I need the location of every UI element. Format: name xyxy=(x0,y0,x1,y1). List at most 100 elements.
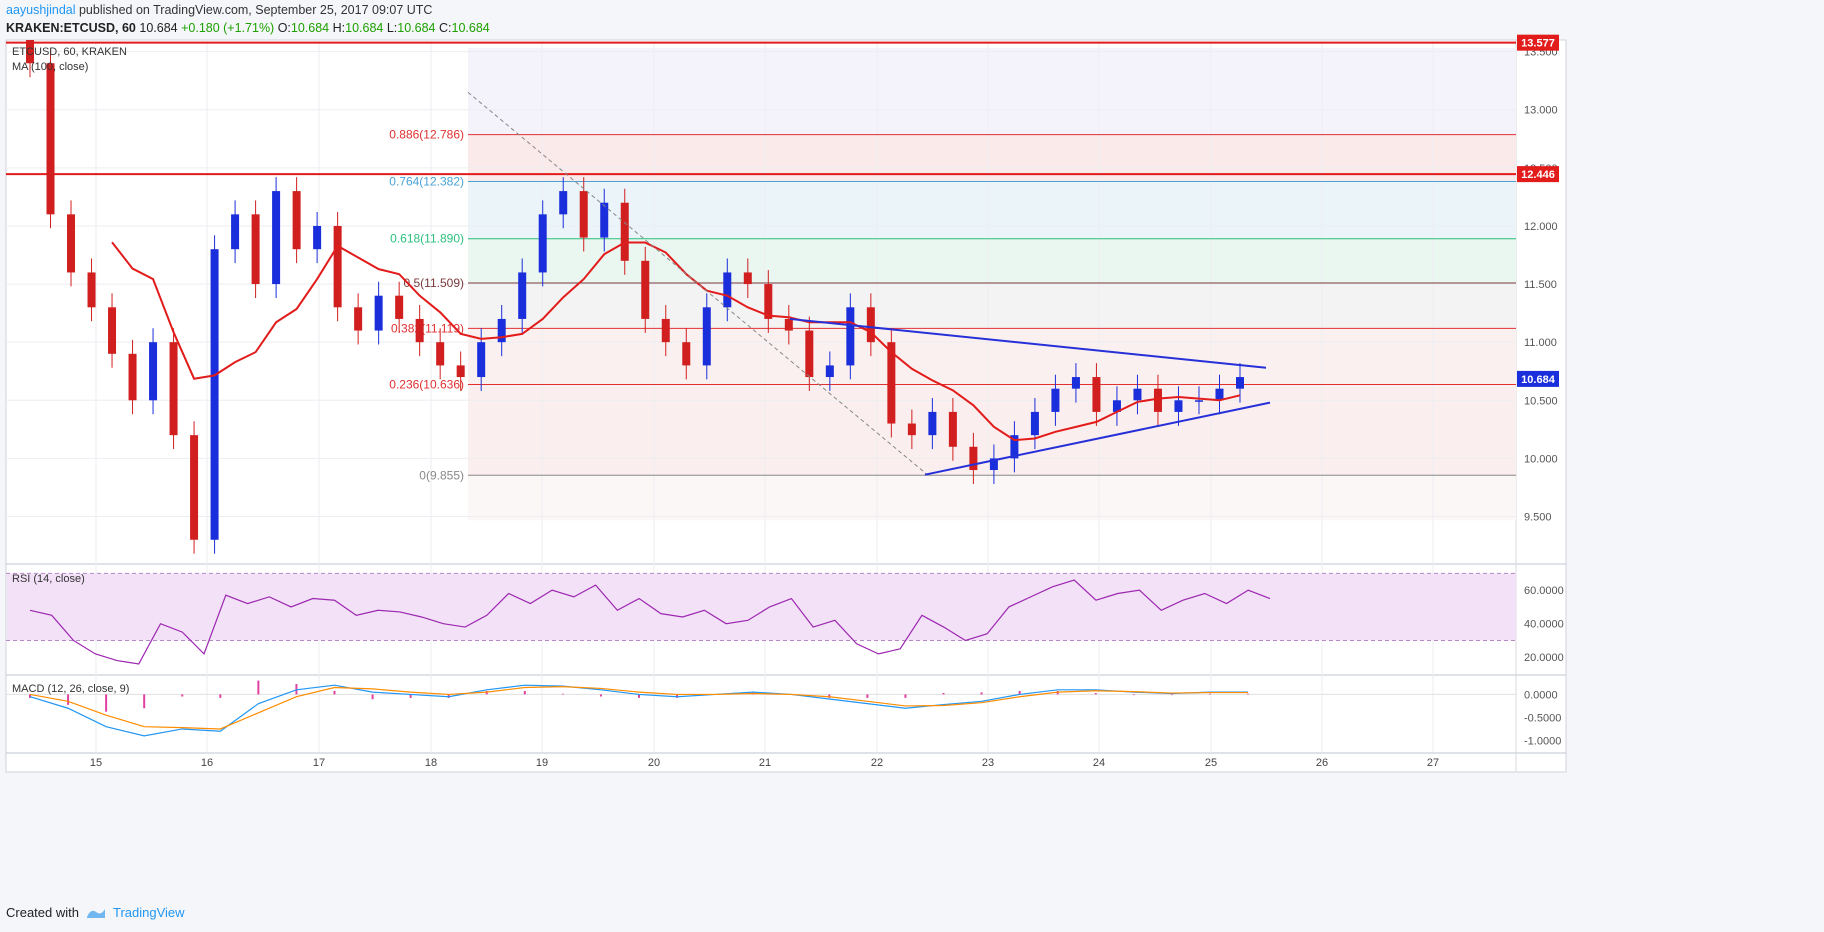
candle-body xyxy=(1112,400,1121,412)
candle-body xyxy=(333,225,342,308)
candle-body xyxy=(600,202,609,238)
price-tag-resistance_high: 13.577 xyxy=(1521,38,1555,50)
price-tag-resistance_mid: 12.446 xyxy=(1521,169,1555,181)
close-label: C: xyxy=(439,21,452,35)
price-tick-label: 11.500 xyxy=(1524,279,1557,291)
price-tick-label: 10.000 xyxy=(1524,453,1558,465)
candle-body xyxy=(1092,377,1101,412)
candle-body xyxy=(887,342,896,424)
author-link[interactable]: aayushjindal xyxy=(6,3,76,17)
price-tick-label: 9.500 xyxy=(1524,512,1552,524)
open-value: 10.684 xyxy=(290,21,330,35)
candle-body xyxy=(395,295,404,319)
candle-body xyxy=(26,40,34,64)
fib-level-label: 0.618(11.890) xyxy=(390,232,464,246)
candle-body xyxy=(436,342,445,366)
rsi-tick-label: 60.0000 xyxy=(1524,585,1564,597)
candle-body xyxy=(67,214,76,273)
candle-body xyxy=(231,214,240,250)
price-change: +0.180 (+1.71%) xyxy=(181,21,275,35)
fib-swing-line xyxy=(467,91,929,476)
price-tag-bg xyxy=(1517,370,1559,387)
candle-body xyxy=(620,202,629,261)
macd-title: MACD (12, 26, close, 9) xyxy=(12,683,129,695)
candle-body xyxy=(108,307,117,354)
candle-body xyxy=(989,458,998,471)
fib-zone xyxy=(468,283,1516,329)
date-tick-label: 16 xyxy=(201,757,213,769)
created-with-text: Created with xyxy=(6,905,79,920)
candle-body xyxy=(661,318,670,343)
price-tick-label: 10.500 xyxy=(1524,395,1558,407)
fib-zone-top xyxy=(468,48,1516,135)
high-value: 10.684 xyxy=(345,21,384,35)
candle-body xyxy=(928,411,937,436)
low-label: L: xyxy=(386,21,398,35)
macd-tick-label: -0.5000 xyxy=(1524,712,1561,724)
candle-body xyxy=(313,225,322,250)
macd-line xyxy=(29,684,1248,737)
candle-body xyxy=(907,423,916,436)
trendline-lower xyxy=(924,401,1271,476)
fib-zone xyxy=(468,328,1516,385)
candle-body xyxy=(743,272,752,285)
candle-body xyxy=(292,191,301,250)
price-tick-label: 13.000 xyxy=(1524,105,1558,117)
ma-line xyxy=(111,241,1241,442)
candle-body xyxy=(702,307,711,366)
candle-body xyxy=(1174,400,1183,412)
candle-body xyxy=(1153,388,1162,412)
rsi-line xyxy=(29,579,1271,665)
candle-body xyxy=(579,191,588,238)
ma-legend: MA (100, close) xyxy=(12,61,88,73)
rsi-tick-label: 40.0000 xyxy=(1524,619,1564,631)
candle-body xyxy=(559,191,568,215)
rsi-tick-label: 20.0000 xyxy=(1524,652,1564,664)
price-tick-label: 12.000 xyxy=(1524,221,1558,233)
candle-body xyxy=(538,214,547,273)
candle-body xyxy=(272,191,281,285)
tradingview-brand[interactable]: TradingView xyxy=(112,905,185,920)
last-price: 10.684 xyxy=(139,21,178,35)
candle-body xyxy=(825,365,834,378)
candle-body xyxy=(477,342,486,378)
date-tick-label: 21 xyxy=(759,757,771,769)
symbol-line: KRAKEN:ETCUSD, 60 10.684 +0.180 (+1.71%)… xyxy=(6,21,490,35)
date-tick-label: 18 xyxy=(425,757,437,769)
fib-level-label: 0.764(12.382) xyxy=(389,175,464,189)
published-text: published on TradingView.com, September … xyxy=(78,3,433,17)
candle-body xyxy=(456,365,465,378)
date-tick-label: 15 xyxy=(90,757,102,769)
macd-tick-label: 0.0000 xyxy=(1524,689,1558,701)
symbol-label: KRAKEN:ETCUSD, 60 xyxy=(6,21,136,35)
candle-body xyxy=(354,307,363,331)
candle-body xyxy=(764,284,773,319)
candle-body xyxy=(1051,388,1060,412)
candle-body xyxy=(518,272,527,319)
date-tick-label: 26 xyxy=(1316,757,1328,769)
candle-body xyxy=(87,272,96,308)
candle-body xyxy=(497,318,506,343)
candle-body xyxy=(948,411,957,447)
candle-body xyxy=(846,307,855,366)
candle-body xyxy=(1030,411,1039,436)
candle-body xyxy=(682,342,691,366)
price-tag-bg xyxy=(1517,34,1559,51)
candle-body xyxy=(1133,388,1142,401)
candle-body xyxy=(723,272,732,308)
candle-body xyxy=(374,295,383,331)
candle-body xyxy=(415,318,424,343)
macd-tick-label: -1.0000 xyxy=(1524,735,1561,747)
fib-level-label: 0.236(10.636) xyxy=(389,377,464,391)
date-tick-label: 25 xyxy=(1205,757,1217,769)
main-title: ETCUSD, 60, KRAKEN xyxy=(12,46,127,58)
fib-zone-bottom xyxy=(468,475,1516,521)
low-value: 10.684 xyxy=(397,21,436,35)
date-tick-label: 17 xyxy=(313,757,325,769)
date-tick-label: 24 xyxy=(1093,757,1105,769)
candle-body xyxy=(866,307,875,343)
trendline-upper xyxy=(789,317,1267,369)
date-tick-label: 20 xyxy=(648,757,660,769)
